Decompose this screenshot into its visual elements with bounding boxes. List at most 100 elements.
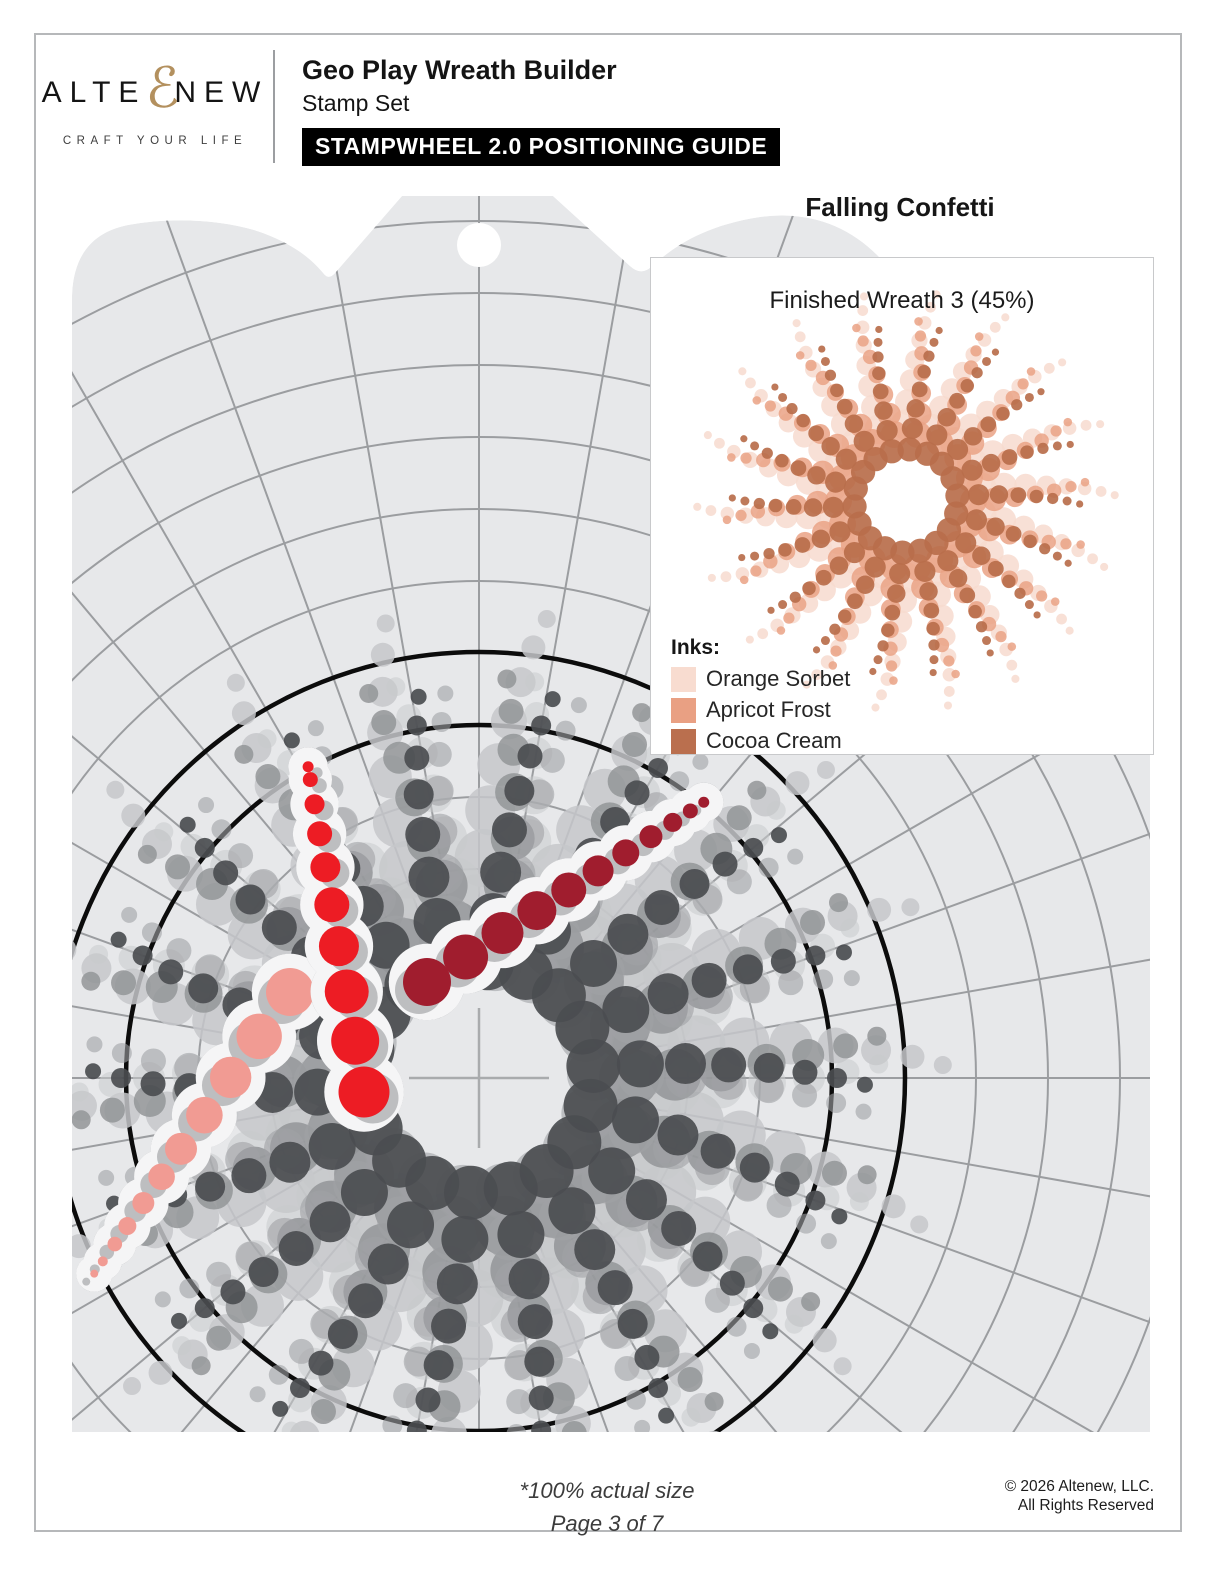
wreath-dot <box>867 897 892 922</box>
wreath-dot <box>727 453 736 462</box>
wreath-dot <box>719 1270 745 1296</box>
wreath-dot <box>616 1040 664 1088</box>
wreath-dot <box>871 703 880 712</box>
wreath-dot <box>1010 487 1027 503</box>
wreath-dot <box>309 1201 351 1243</box>
wreath-dot <box>498 698 524 724</box>
wreath-dot <box>743 837 764 858</box>
wreath-dot <box>1062 496 1072 506</box>
wreath-dot <box>111 970 137 996</box>
wreath-dot <box>165 854 191 880</box>
cocoa-cream-label: Cocoa Cream <box>706 728 842 753</box>
wreath-dot <box>803 498 823 517</box>
wreath-dot <box>524 1346 555 1377</box>
wreath-dot <box>1056 613 1067 625</box>
wreath-dot <box>738 367 747 376</box>
wreath-dot <box>968 604 982 619</box>
wreath-dot <box>359 683 379 703</box>
wreath-dot <box>617 1308 648 1339</box>
wreath-dot <box>917 365 931 379</box>
wreath-dot <box>876 420 898 442</box>
wreath-dot <box>703 431 712 440</box>
wreath-dot <box>914 560 936 582</box>
wreath-dot <box>925 301 936 313</box>
wreath-dot <box>348 1283 384 1319</box>
wreath-dot <box>570 939 618 987</box>
wreath-dot <box>801 1292 821 1312</box>
wreath-dot <box>508 1258 550 1300</box>
wreath-dot <box>849 1192 869 1212</box>
wreath-dot <box>735 509 747 522</box>
wreath-dot <box>778 970 804 996</box>
wreath-dot <box>752 396 762 405</box>
wreath-dot <box>397 1449 413 1465</box>
wreath-dot <box>937 550 959 572</box>
wreath-dot <box>995 631 1007 643</box>
wreath-dot <box>796 1213 817 1234</box>
wreath-dot <box>537 609 556 628</box>
wreath-dot <box>857 305 869 316</box>
wreath-dot <box>658 1407 675 1424</box>
wreath-dot <box>171 1312 188 1329</box>
wreath-dot <box>855 1103 872 1120</box>
wreath-dot <box>1052 441 1062 451</box>
wreath-dot <box>431 1416 468 1432</box>
wreath-dot <box>987 560 1004 577</box>
wreath-dot <box>859 292 869 301</box>
wreath-dot <box>141 922 162 943</box>
wreath-dot <box>829 623 841 635</box>
wreath-dot <box>1005 526 1022 542</box>
radial-grid-line <box>504 196 671 931</box>
wreath-dot <box>745 377 756 389</box>
page-number: Page 3 of 7 <box>550 1511 664 1536</box>
wreath-dot <box>926 424 948 446</box>
wreath-dot <box>561 1420 587 1432</box>
wreath-dot <box>982 636 992 646</box>
wreath-dot <box>785 499 802 515</box>
wreath-dot <box>989 321 1001 333</box>
wreath-dot <box>580 1453 599 1472</box>
wreath-dot <box>1026 367 1036 376</box>
inset-wreath <box>693 290 1119 712</box>
wreath-dot <box>852 323 861 333</box>
wreath-dot <box>753 1052 784 1083</box>
wreath-dot <box>283 732 300 749</box>
wreath-dot <box>268 1364 289 1385</box>
wreath-dot <box>835 448 857 470</box>
wreath-dot <box>1087 553 1098 565</box>
wreath-dot <box>720 571 732 583</box>
wreath-dot <box>644 890 680 926</box>
wreath-dot <box>790 460 807 476</box>
wreath-dot <box>881 623 895 637</box>
wreath-dot <box>1047 492 1059 505</box>
wreath-dot <box>387 1201 435 1249</box>
wreath-dot <box>908 538 933 563</box>
wreath-dot <box>555 720 576 741</box>
page-subtitle: Stamp Set <box>302 90 410 117</box>
wreath-dot <box>148 1360 173 1385</box>
wreath-dot <box>840 918 860 938</box>
wreath-dot <box>968 484 990 506</box>
wreath-dot <box>367 1243 409 1285</box>
wreath-dot <box>677 1366 703 1392</box>
wreath-dot <box>778 600 788 610</box>
radial-grid-line <box>553 1207 1030 1432</box>
radial-grid-line <box>287 1225 454 1432</box>
wreath-dot <box>1065 480 1077 493</box>
legend-row-cocoa-cream: Cocoa Cream <box>671 728 850 754</box>
wreath-dot <box>426 741 452 767</box>
wreath-dot <box>436 1263 478 1305</box>
wreath-dot <box>975 621 988 633</box>
design-title: Falling Confetti <box>805 192 995 222</box>
wreath-dot <box>726 805 752 831</box>
tag-hole <box>457 223 501 267</box>
wreath-dot <box>172 1336 192 1356</box>
wreath-dot <box>830 383 844 398</box>
wreath-dot <box>901 898 920 917</box>
wreath-dot <box>877 640 889 652</box>
wreath-dot <box>434 1432 459 1457</box>
radial-grid-line <box>72 1173 365 1432</box>
copyright-line1: © 2026 Altenew, LLC. <box>1004 1478 1154 1495</box>
wreath-dot <box>843 970 860 987</box>
inks-label: Inks: <box>671 636 721 659</box>
